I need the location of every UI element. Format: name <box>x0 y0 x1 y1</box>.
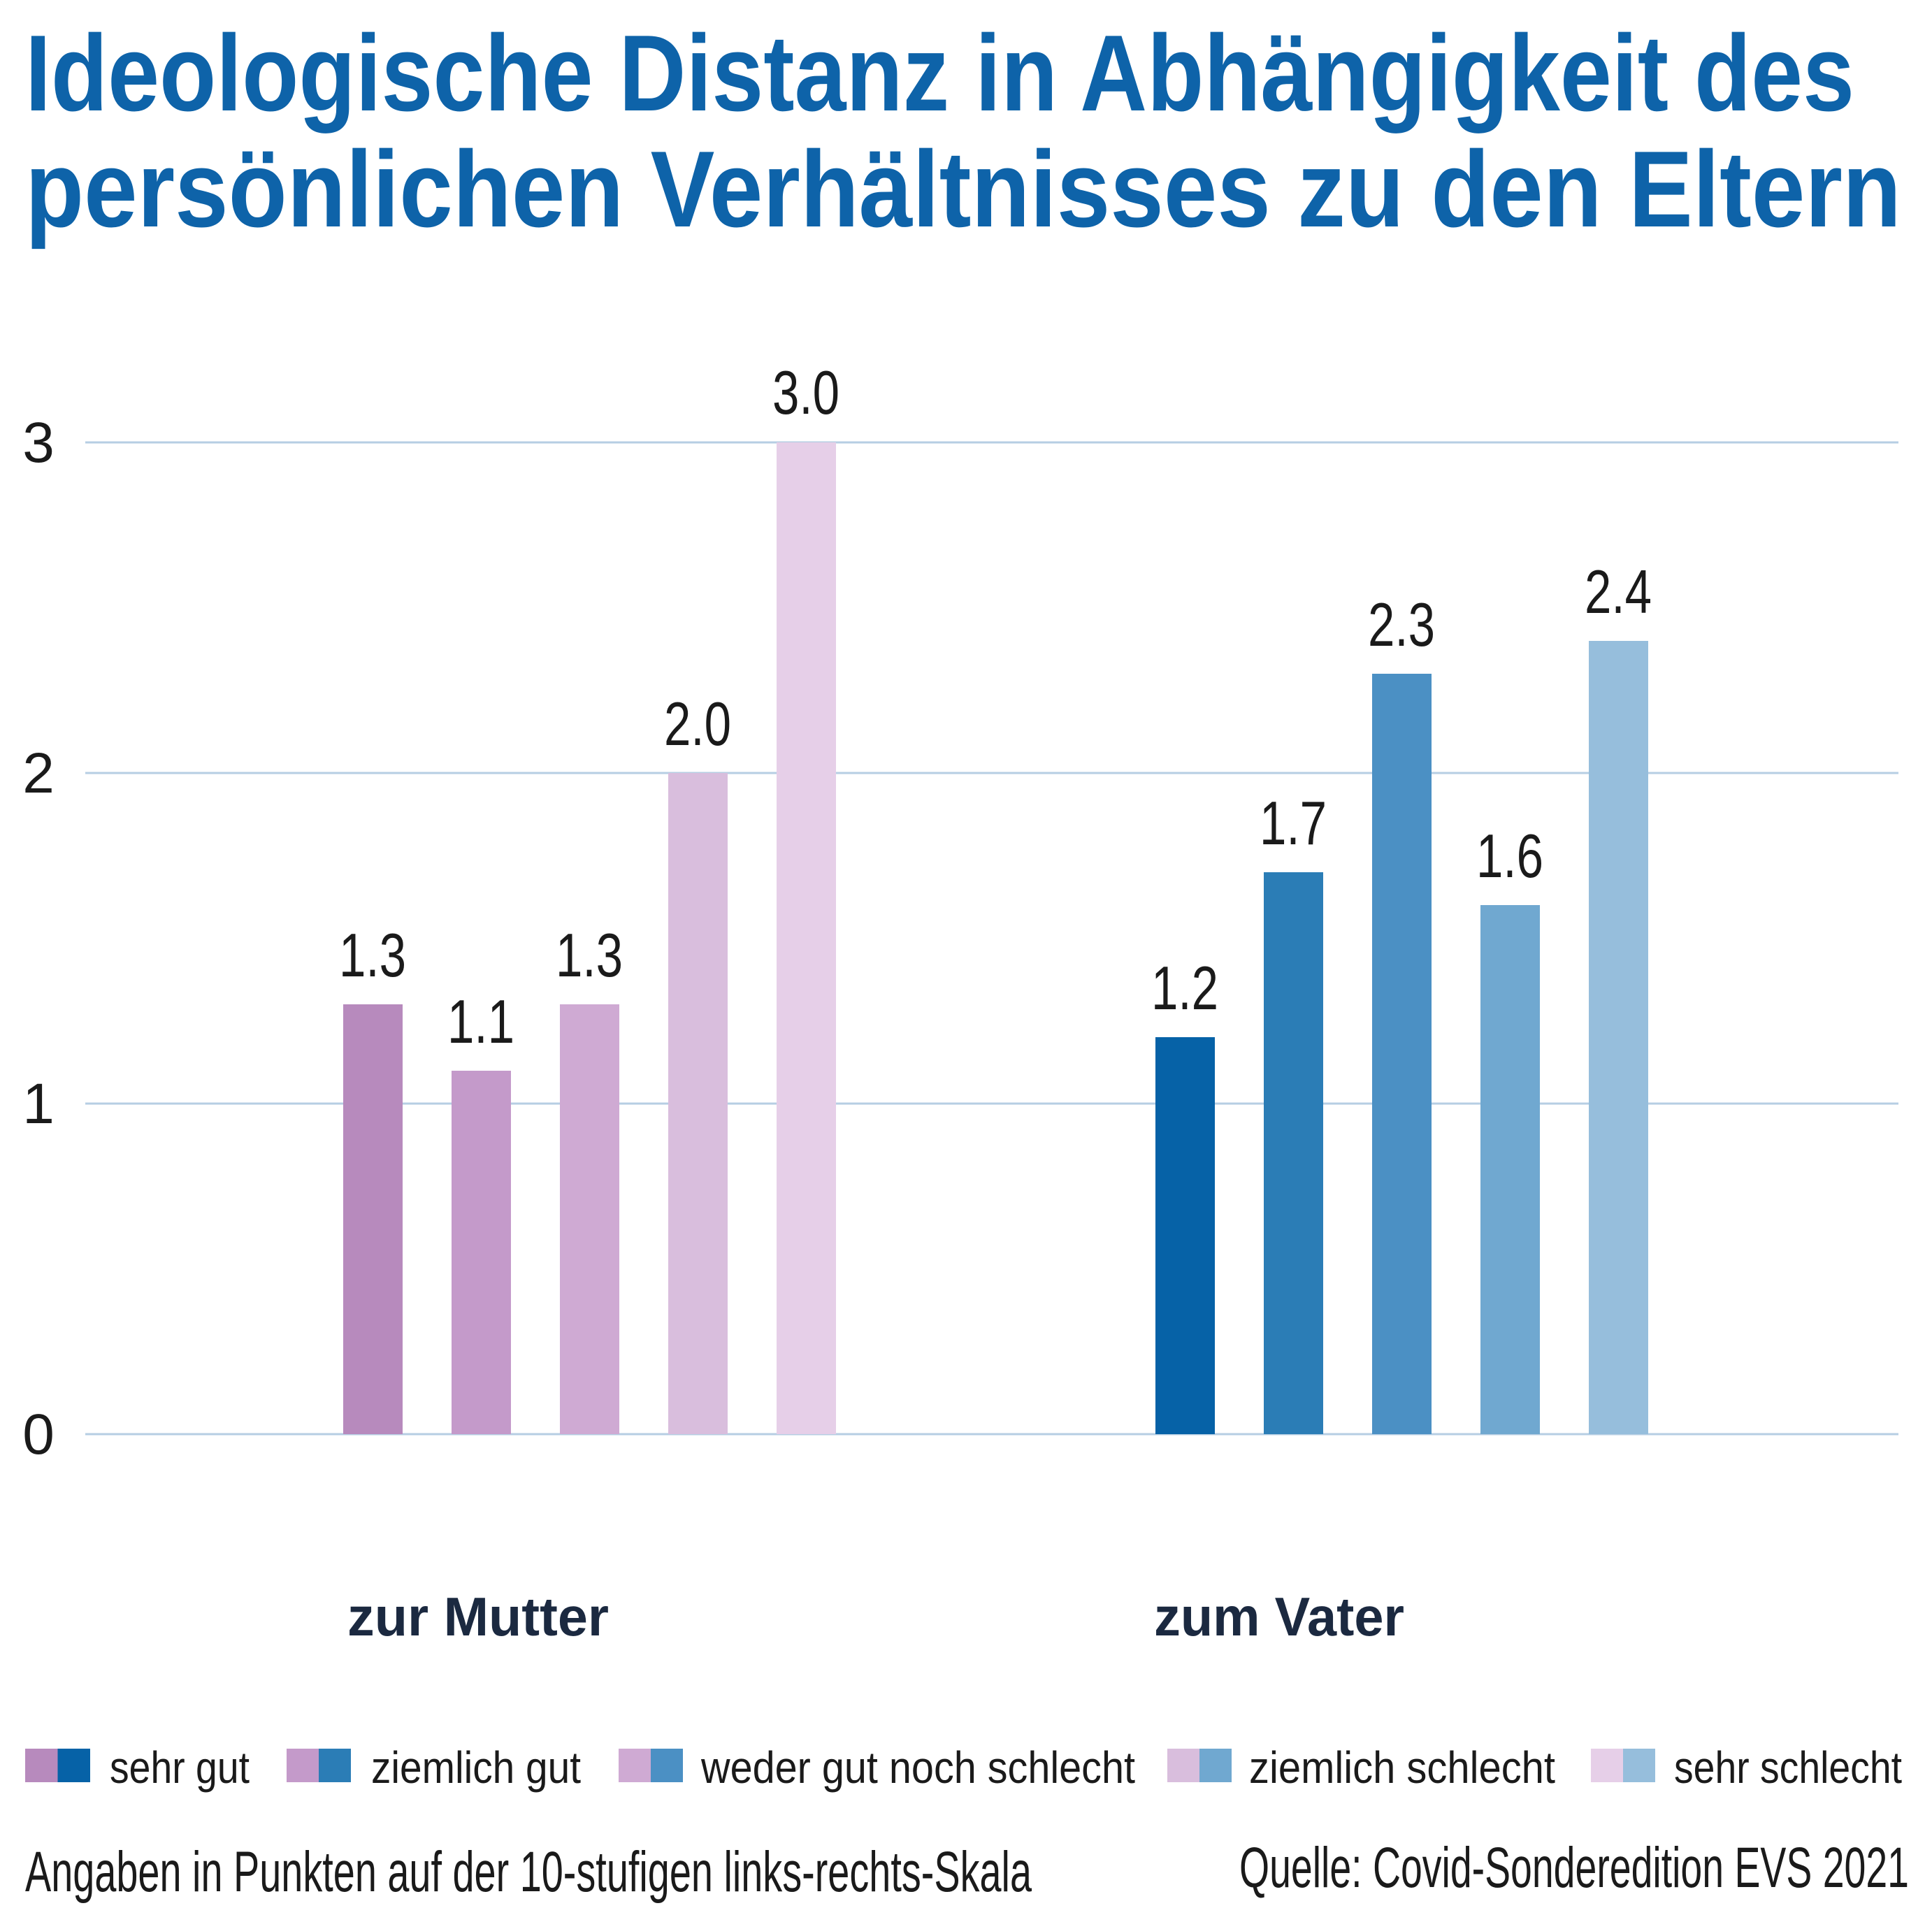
svg-text:Ideologische Distanz in Abhäng: Ideologische Distanz in Abhängigkeit des <box>25 13 1854 133</box>
svg-text:0: 0 <box>22 1403 55 1466</box>
svg-text:2: 2 <box>22 742 55 805</box>
svg-text:2.3: 2.3 <box>1368 590 1435 659</box>
svg-text:1: 1 <box>22 1072 55 1136</box>
svg-text:1.1: 1.1 <box>447 987 514 1056</box>
svg-text:zur Mutter: zur Mutter <box>347 1586 609 1647</box>
svg-text:ziemlich schlecht: ziemlich schlecht <box>1249 1742 1555 1793</box>
svg-text:Angaben in Punkten auf der 10-: Angaben in Punkten auf der 10-stufigen l… <box>25 1840 1032 1904</box>
svg-text:Quelle: Covid-Sonderedition EV: Quelle: Covid-Sonderedition EVS 2021 <box>1239 1836 1909 1900</box>
svg-text:1.7: 1.7 <box>1260 788 1327 858</box>
svg-text:1.2: 1.2 <box>1151 953 1218 1022</box>
svg-text:zum Vater: zum Vater <box>1154 1586 1404 1647</box>
svg-text:2.0: 2.0 <box>664 689 731 758</box>
svg-text:persönlichen Verhältnisses zu: persönlichen Verhältnisses zu den Eltern <box>25 129 1901 250</box>
svg-text:1.6: 1.6 <box>1476 821 1543 890</box>
svg-text:2.4: 2.4 <box>1585 557 1652 626</box>
svg-text:sehr schlecht: sehr schlecht <box>1674 1742 1902 1793</box>
svg-text:3.0: 3.0 <box>772 358 839 427</box>
svg-text:1.3: 1.3 <box>556 920 623 990</box>
svg-text:1.3: 1.3 <box>339 920 406 990</box>
svg-text:sehr gut: sehr gut <box>110 1742 250 1793</box>
svg-text:3: 3 <box>22 411 55 475</box>
svg-text:weder gut noch schlecht: weder gut noch schlecht <box>700 1742 1135 1793</box>
svg-text:ziemlich gut: ziemlich gut <box>371 1742 581 1793</box>
